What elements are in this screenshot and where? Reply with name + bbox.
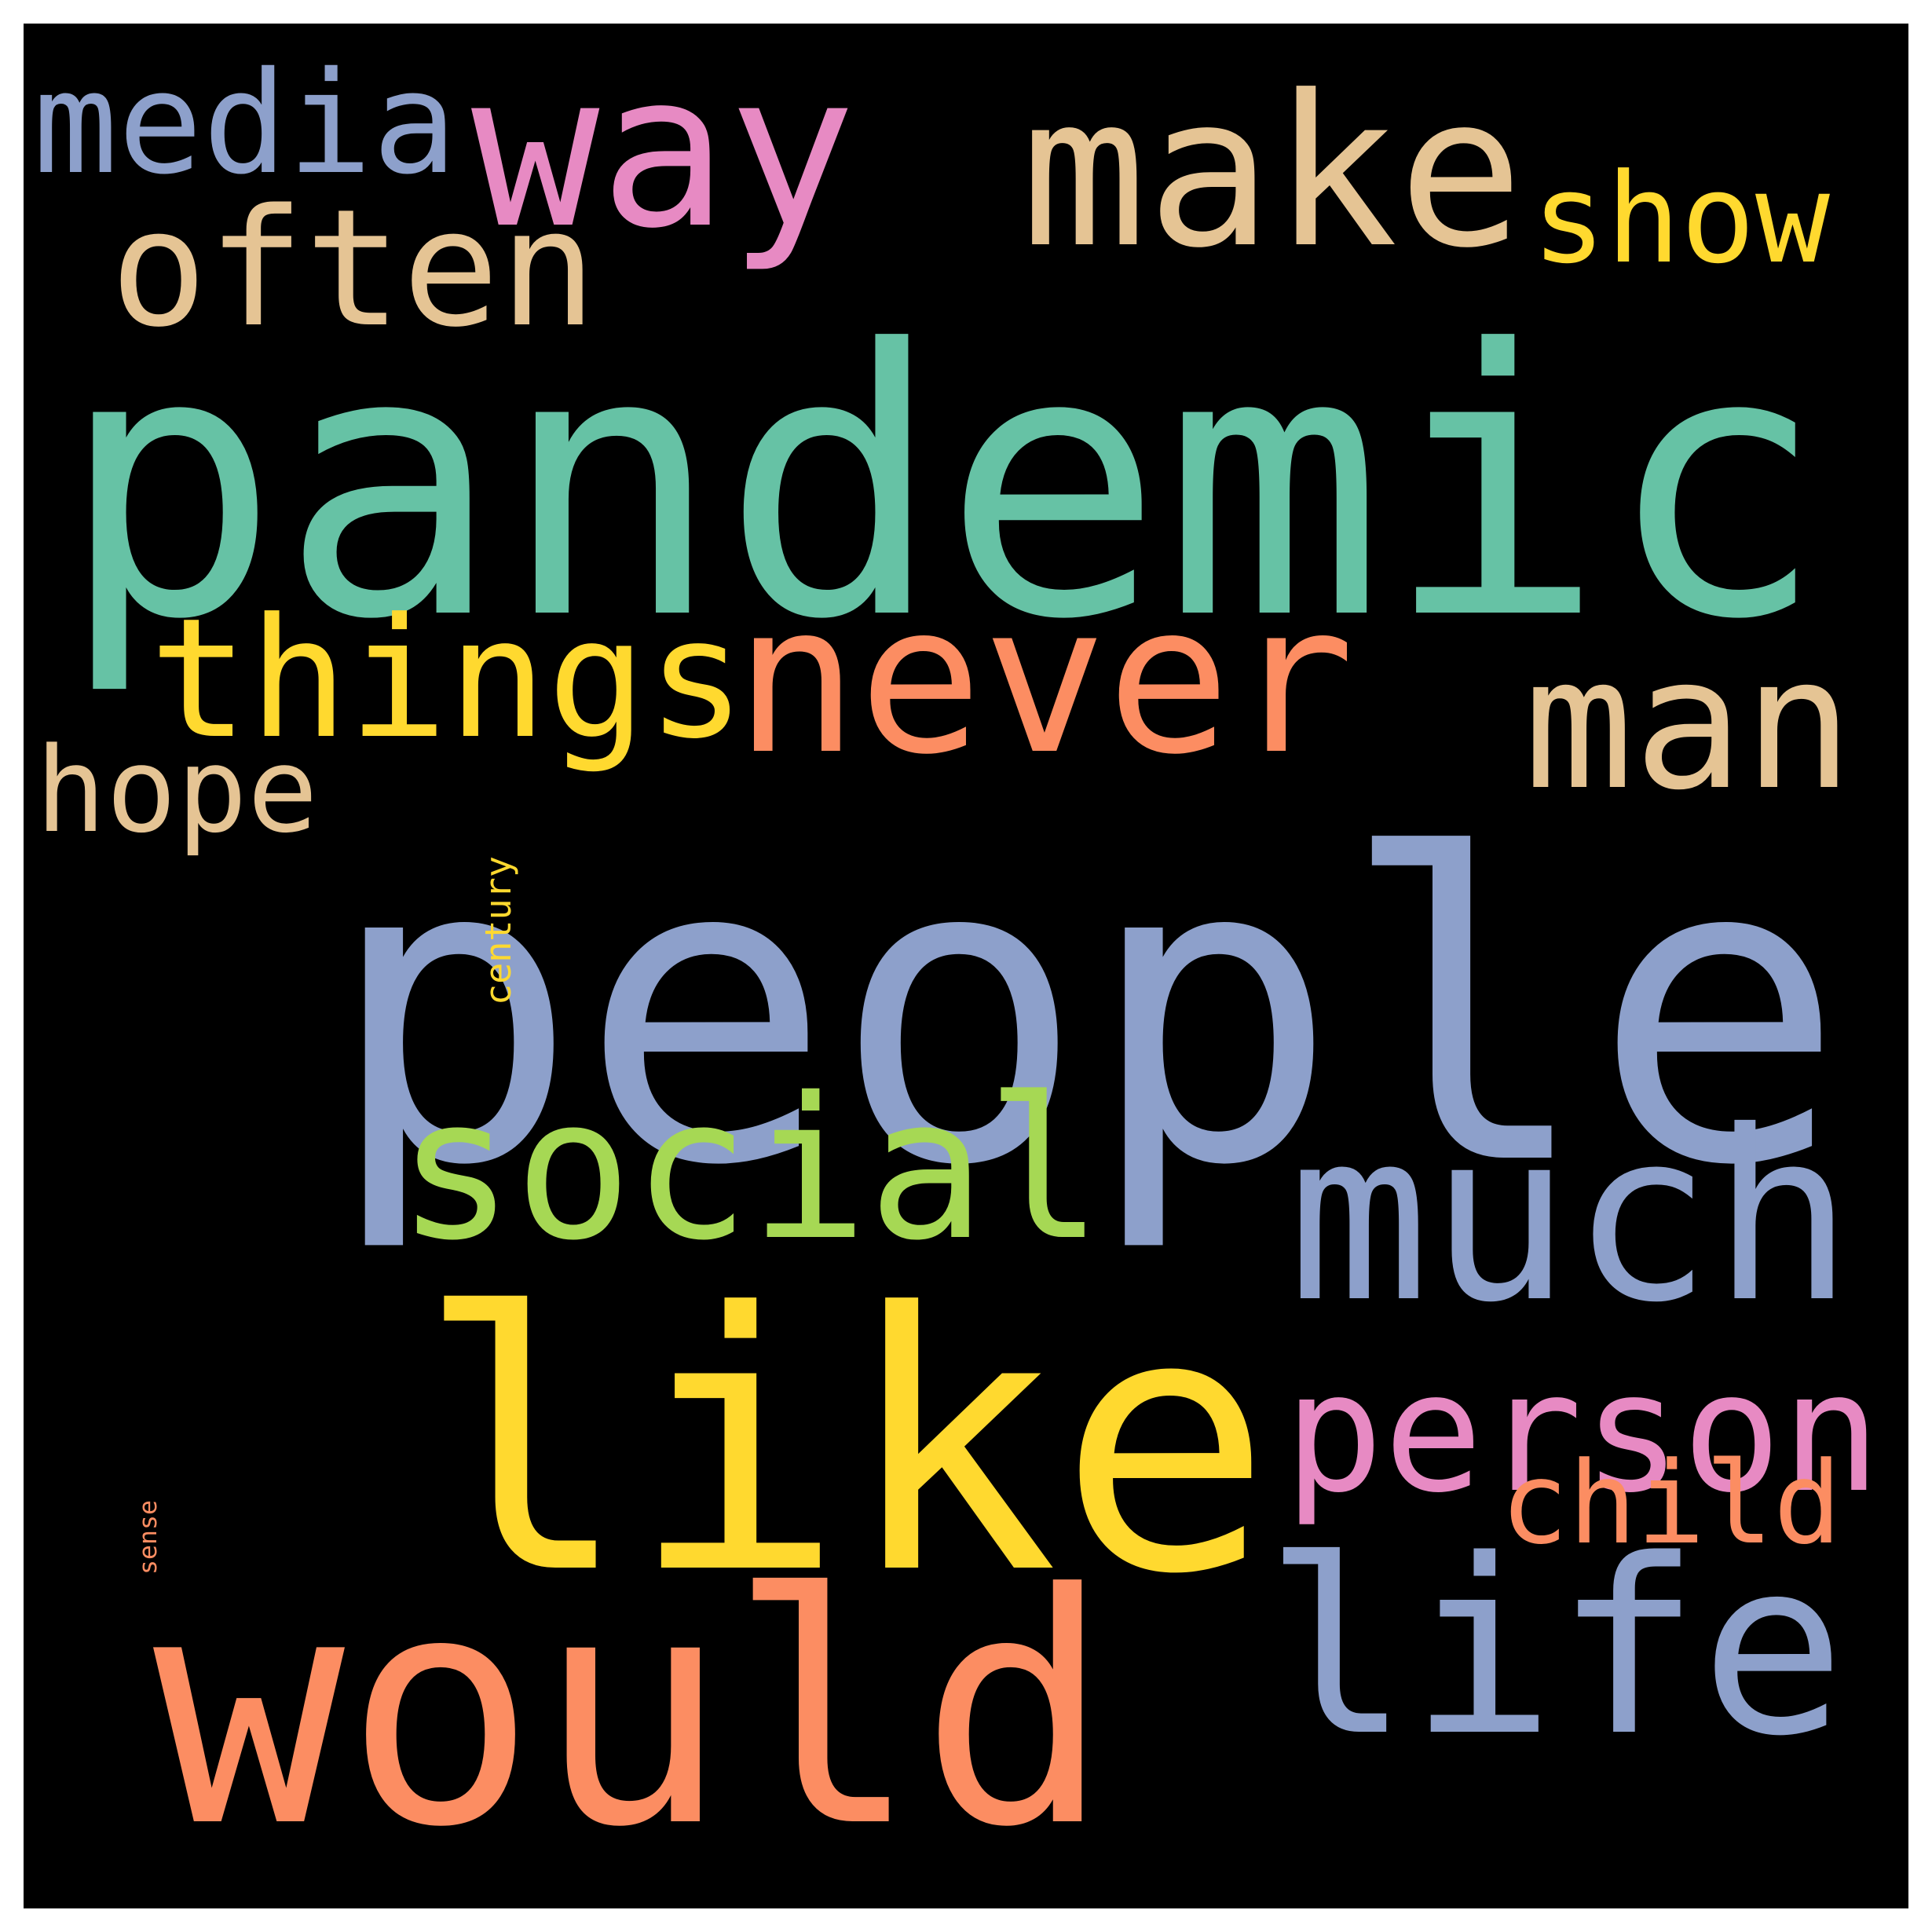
word-child: child	[1500, 1437, 1842, 1570]
word-person: person	[1284, 1336, 1881, 1529]
word-century: century	[478, 856, 520, 1005]
word-make: make	[1021, 50, 1524, 295]
word-hope: hope	[35, 722, 318, 859]
word-much: much	[1288, 1079, 1853, 1354]
word-show: show	[1531, 148, 1830, 292]
word-would: would	[153, 1526, 1111, 1897]
word-life: life	[1264, 1509, 1846, 1790]
word-cloud: pandemic people like would way make medi…	[24, 24, 1908, 1908]
word-social: social	[397, 1056, 1103, 1284]
word-pandemic: pandemic	[59, 273, 1826, 701]
word-often: often	[110, 174, 597, 364]
word-people: people	[326, 768, 1846, 1258]
word-media: media	[33, 41, 457, 206]
word-way: way	[471, 27, 856, 276]
word-never: never	[734, 558, 1355, 800]
word-man: man	[1524, 617, 1853, 831]
word-like: like	[416, 1237, 1272, 1652]
word-sense: sense	[134, 1500, 163, 1575]
word-things: things	[149, 582, 746, 775]
